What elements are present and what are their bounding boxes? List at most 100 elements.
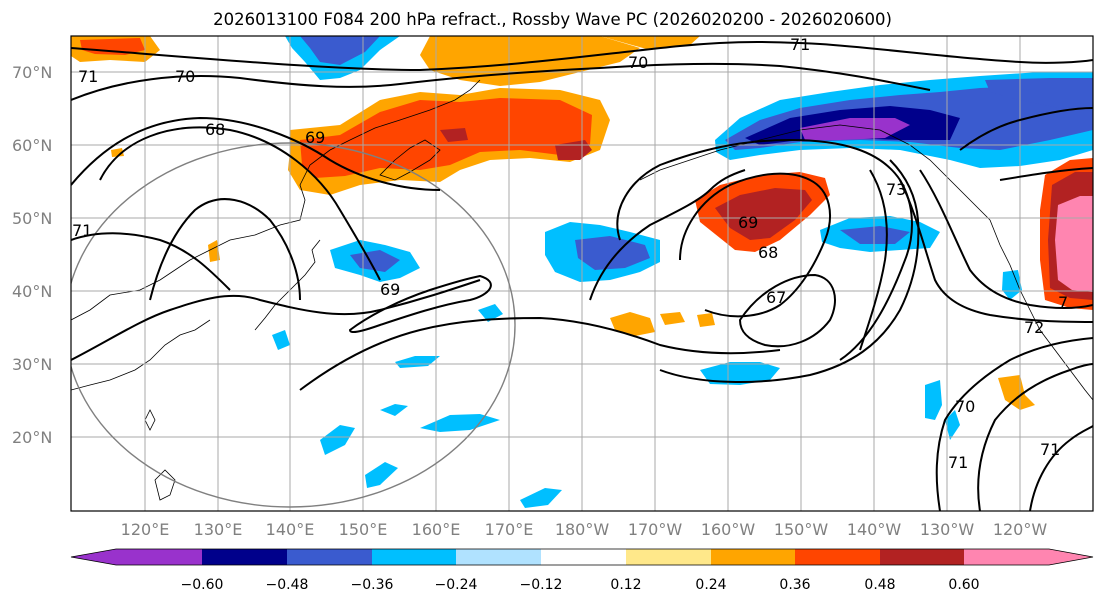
contour-line [149, 198, 301, 301]
colorbar-tick-label: 0.36 [779, 577, 810, 593]
colorbar-segment [202, 549, 287, 565]
anomaly-region [985, 78, 1093, 110]
lat-tick-label: 40°N [12, 282, 52, 301]
lon-tick-label: 150°E [339, 520, 388, 539]
contour-line [299, 316, 781, 391]
colorbar-segment [116, 549, 202, 565]
contour-label: 69 [738, 213, 758, 232]
contour-line [977, 363, 1093, 511]
anomaly-region [697, 313, 715, 327]
contour-line [348, 274, 492, 334]
contour-line [659, 159, 920, 383]
lon-tick-label: 120°W [993, 520, 1048, 539]
contour-line [616, 138, 913, 361]
gridlines [71, 36, 1093, 511]
contour-labels: 71 70 70 68 69 71 71 69 68 67 69 73 72 7… [72, 35, 1068, 472]
lat-axis: 70°N 60°N 50°N 40°N 30°N 20°N [12, 63, 52, 447]
anomaly-region [420, 36, 640, 86]
lon-tick-label: 120°E [121, 520, 170, 539]
colorbar-tick-label: 0.48 [864, 577, 895, 593]
coastline-alaska [639, 124, 991, 221]
coastline-kamchatka [379, 139, 441, 181]
contour-label: 71 [790, 35, 810, 54]
anomaly-region [700, 362, 780, 385]
contour-label: 71 [72, 221, 92, 240]
lon-axis: 120°E 130°E 140°E 150°E 160°E 170°E 180°… [121, 520, 1048, 539]
anomaly-region [208, 240, 220, 262]
contour-label: 67 [766, 288, 786, 307]
colorbar-extend-low [71, 549, 116, 565]
coastline-asia-south [71, 319, 211, 391]
contour-line [1029, 425, 1093, 511]
contour-label: 70 [175, 67, 195, 86]
colorbar-ticks: −0.60 −0.48 −0.36 −0.24 −0.12 0.12 0.24 … [181, 577, 980, 593]
lon-tick-label: 130°E [194, 520, 243, 539]
colorbar-tick-label: −0.60 [181, 577, 224, 593]
contour-label: 72 [1024, 318, 1044, 337]
colorbar-segment [541, 549, 626, 565]
colorbar-outline [70, 548, 1094, 566]
contour-line [99, 126, 381, 281]
anomaly-region [1002, 270, 1022, 300]
colorbar-tick-label: 0.12 [610, 577, 641, 593]
contour-label: 70 [628, 53, 648, 72]
contour-line [859, 169, 888, 351]
anomaly-region [320, 425, 355, 455]
colorbar-segment [964, 549, 1049, 565]
contour-line [738, 273, 836, 348]
contour-line [935, 337, 1093, 511]
contour-line [71, 116, 441, 191]
contour-label: 68 [758, 243, 778, 262]
colorbar-tick-label: −0.12 [520, 577, 563, 593]
anomaly-region [365, 462, 398, 488]
shaded-anomalies [71, 36, 1093, 508]
contour-line [919, 169, 1093, 309]
contour-line [959, 107, 1093, 151]
contour-lines [71, 41, 1093, 511]
colorbar-segment [795, 549, 880, 565]
coastline-philippines [154, 469, 176, 501]
anomaly-region [715, 188, 812, 240]
anomaly-region [440, 128, 468, 142]
anomaly-region [478, 304, 503, 322]
colorbar-tick-label: 0.24 [695, 577, 726, 593]
lon-tick-label: 160°E [412, 520, 461, 539]
lon-tick-label: 170°W [628, 520, 683, 539]
contour-label: 73 [886, 180, 906, 199]
anomaly-region [111, 148, 124, 157]
contour-line [71, 279, 481, 361]
colorbar-segment [880, 549, 964, 565]
colorbar-tick-label: −0.48 [266, 577, 309, 593]
contour-line [679, 172, 831, 318]
plot-title: 2026013100 F084 200 hPa refract., Rossby… [213, 10, 892, 29]
anomaly-region [520, 488, 562, 508]
lat-tick-label: 20°N [12, 428, 52, 447]
anomaly-region [575, 236, 650, 270]
contour-label: 7 [1058, 293, 1068, 312]
anomaly-region [610, 312, 655, 336]
colorbar-tick-label: −0.36 [351, 577, 394, 593]
colorbar-segment [287, 549, 372, 565]
lon-tick-label: 150°W [774, 520, 829, 539]
map-area [71, 36, 1093, 511]
lon-tick-label: 160°W [701, 520, 756, 539]
colorbar-segment [372, 549, 456, 565]
contour-label: 68 [205, 120, 225, 139]
contour-line [71, 232, 231, 291]
anomaly-region [945, 410, 960, 440]
colorbar-segment [626, 549, 711, 565]
contour-line [71, 62, 931, 101]
colorbar-tick-label: 0.60 [948, 577, 979, 593]
anomaly-region [300, 36, 380, 65]
anomaly-region [925, 380, 942, 420]
anomaly-region [395, 356, 440, 368]
contour-label: 69 [305, 128, 325, 147]
anomaly-region [420, 414, 500, 432]
colorbar: −0.60 −0.48 −0.36 −0.24 −0.12 0.12 0.24 … [70, 548, 1094, 593]
lon-tick-label: 180°W [555, 520, 610, 539]
contour-label: 71 [1040, 440, 1060, 459]
region-circle [71, 142, 516, 508]
lon-tick-label: 140°E [266, 520, 315, 539]
lat-tick-label: 50°N [12, 209, 52, 228]
